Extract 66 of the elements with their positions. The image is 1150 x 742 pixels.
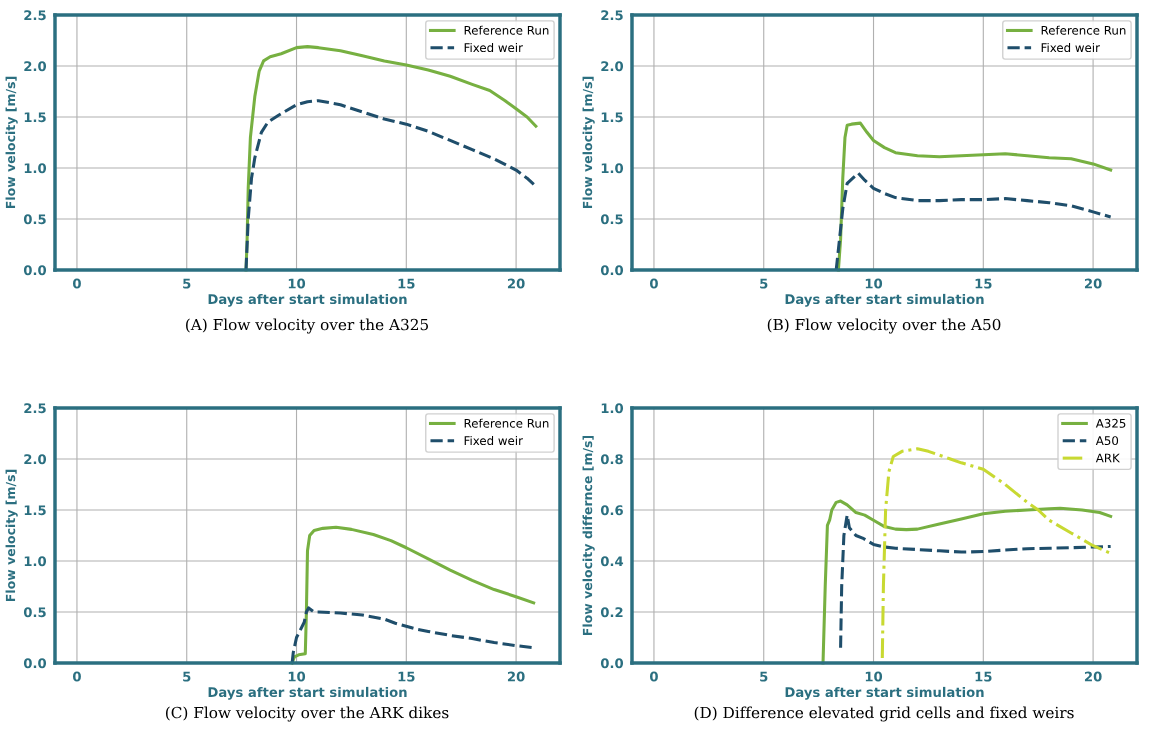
x-tick-label: 20 (507, 671, 525, 682)
y-axis-title: Flow velocity [m/s] (5, 76, 18, 209)
y-tick-label: 1.0 (601, 163, 624, 174)
x-tick-label: 0 (650, 278, 658, 289)
y-tick-label: 0.5 (23, 214, 46, 225)
x-tick-label: 10 (865, 671, 883, 682)
legend-label: ARK (1095, 453, 1121, 463)
y-tick-label: 0.6 (600, 505, 623, 516)
x-tick-label: 5 (183, 671, 191, 682)
y-tick-label: 0.4 (600, 556, 624, 567)
legend-label: A325 (1095, 418, 1126, 428)
y-axis-title: Flow velocity [m/s] (582, 76, 595, 209)
x-tick-label: 10 (288, 278, 306, 289)
x-tick-label: 15 (398, 671, 415, 682)
y-tick-label: 0.0 (23, 658, 47, 669)
y-axis-title: Flow velocity [m/s] (5, 469, 18, 602)
y-tick-label: 0.8 (600, 454, 623, 465)
y-tick-label: 1.0 (24, 163, 47, 174)
x-tick-label: 5 (760, 278, 768, 289)
y-tick-label: 1.0 (601, 403, 624, 414)
y-tick-label: 0.5 (600, 214, 623, 225)
x-axis-title: Days after start simulation (785, 686, 984, 700)
x-tick-label: 10 (865, 278, 883, 289)
y-tick-label: 2.5 (601, 10, 623, 21)
legend-label: Reference Run (1041, 25, 1126, 35)
y-tick-label: 2.5 (24, 403, 46, 414)
x-tick-label: 20 (507, 278, 525, 289)
x-tick-label: 20 (1084, 278, 1102, 289)
x-tick-label: 15 (975, 671, 992, 682)
y-tick-label: 1.5 (601, 112, 623, 123)
line-series (839, 513, 1113, 650)
y-axis-title: Flow velocity differnce [m/s] (582, 435, 595, 636)
x-tick-label: 20 (1084, 671, 1102, 682)
x-axis-title: Days after start simulation (785, 293, 984, 307)
x-tick-label: 5 (760, 671, 768, 682)
text: (B) Flow velocity over the A50 (767, 318, 1001, 334)
y-tick-label: 0.5 (23, 607, 46, 618)
text: (A) Flow velocity over the A325 (186, 318, 428, 334)
y-tick-label: 2.0 (24, 454, 47, 465)
x-tick-label: 15 (398, 278, 415, 289)
legend-label: A50 (1095, 436, 1119, 446)
y-tick-label: 0.0 (600, 658, 624, 669)
legend-label: Fixed weir (464, 435, 523, 446)
legend-label: Fixed weir (1041, 42, 1100, 53)
legend-label: Fixed weir (464, 42, 523, 53)
x-axis-title: Days after start simulation (208, 686, 407, 700)
x-tick-label: 0 (650, 671, 658, 682)
text: (D) Difference elevated grid cells and fixed weirs (694, 706, 1074, 722)
y-tick-label: 2.0 (24, 61, 47, 72)
y-tick-label: 0.2 (600, 607, 623, 618)
legend-label: Reference Run (464, 418, 549, 428)
y-tick-label: 0.0 (600, 265, 624, 276)
y-tick-label: 1.5 (24, 112, 46, 123)
y-tick-label: 2.5 (24, 10, 46, 21)
y-tick-label: 2.0 (601, 61, 624, 72)
y-tick-label: 1.0 (24, 556, 47, 567)
text: (C) Flow velocity over the ARK dikes (165, 706, 449, 722)
legend-label: Reference Run (464, 25, 549, 35)
x-axis-title: Days after start simulation (208, 293, 407, 307)
y-tick-label: 0.0 (23, 265, 47, 276)
x-tick-label: 0 (73, 278, 81, 289)
y-tick-label: 1.5 (24, 505, 46, 516)
x-tick-label: 10 (288, 671, 306, 682)
x-tick-label: 5 (183, 278, 191, 289)
x-tick-label: 15 (975, 278, 992, 289)
x-tick-label: 0 (73, 671, 81, 682)
